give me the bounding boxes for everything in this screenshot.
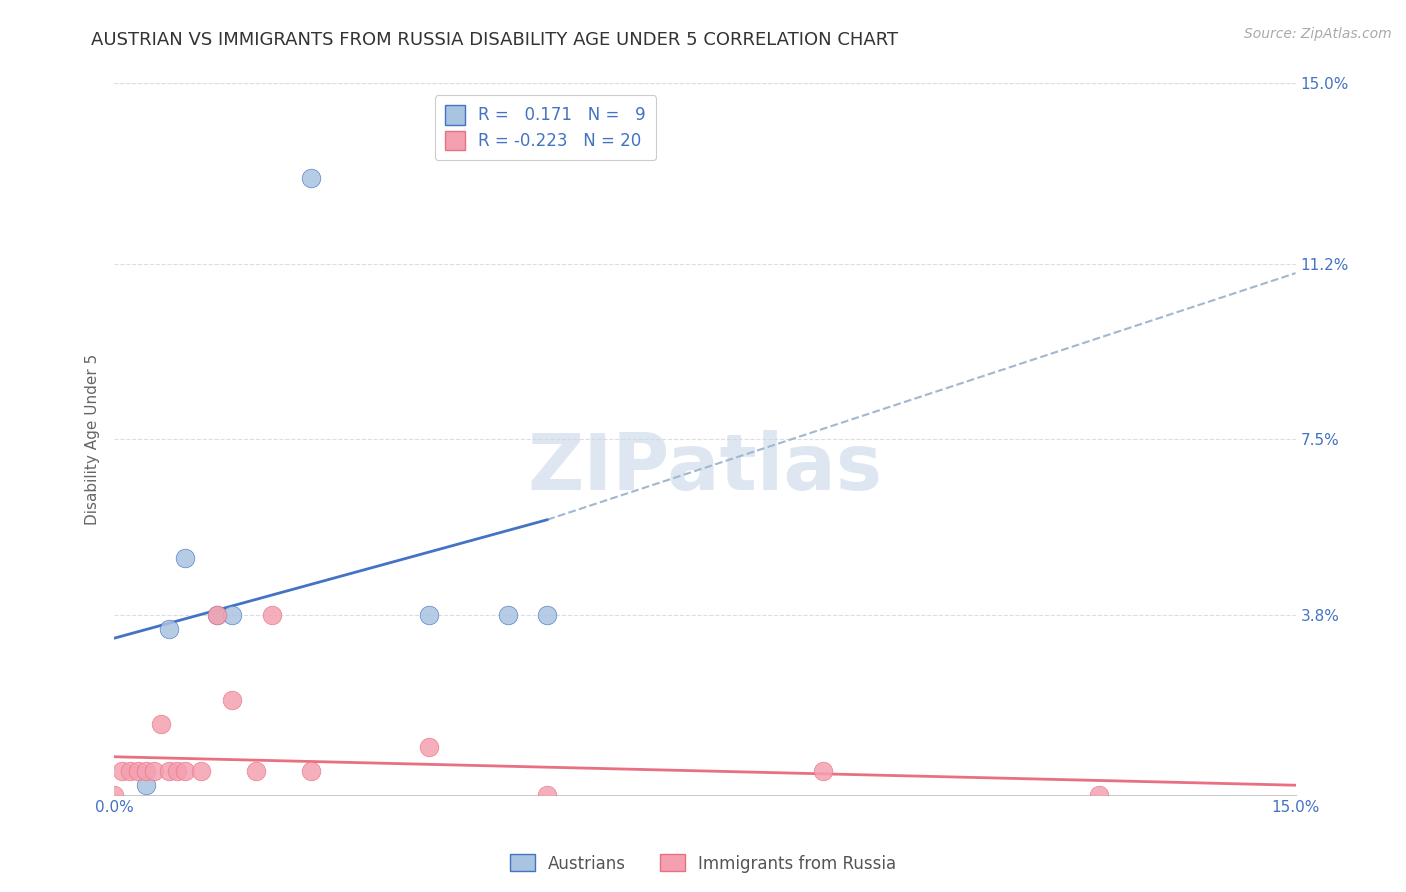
Point <box>166 764 188 778</box>
Text: Source: ZipAtlas.com: Source: ZipAtlas.com <box>1244 27 1392 41</box>
Y-axis label: Disability Age Under 5: Disability Age Under 5 <box>86 353 100 524</box>
Point <box>118 764 141 778</box>
Point <box>221 607 243 622</box>
Point <box>221 693 243 707</box>
Point <box>536 607 558 622</box>
Point <box>157 622 180 636</box>
Point <box>418 740 440 755</box>
Point <box>190 764 212 778</box>
Point <box>135 778 157 792</box>
Point <box>205 607 228 622</box>
Point <box>260 607 283 622</box>
Legend: Austrians, Immigrants from Russia: Austrians, Immigrants from Russia <box>503 847 903 880</box>
Point <box>299 171 322 186</box>
Point <box>418 607 440 622</box>
Point <box>150 716 173 731</box>
Point <box>536 788 558 802</box>
Point <box>245 764 267 778</box>
Point <box>103 788 125 802</box>
Point <box>811 764 834 778</box>
Point <box>135 764 157 778</box>
Text: AUSTRIAN VS IMMIGRANTS FROM RUSSIA DISABILITY AGE UNDER 5 CORRELATION CHART: AUSTRIAN VS IMMIGRANTS FROM RUSSIA DISAB… <box>91 31 898 49</box>
Point <box>174 550 197 565</box>
Point <box>496 607 519 622</box>
Point <box>157 764 180 778</box>
Point <box>127 764 149 778</box>
Point <box>299 764 322 778</box>
Legend: R =   0.171   N =   9, R = -0.223   N = 20: R = 0.171 N = 9, R = -0.223 N = 20 <box>434 95 655 161</box>
Point <box>205 607 228 622</box>
Text: ZIPatlas: ZIPatlas <box>527 430 883 506</box>
Point <box>142 764 165 778</box>
Point <box>111 764 134 778</box>
Point <box>1087 788 1109 802</box>
Point <box>174 764 197 778</box>
